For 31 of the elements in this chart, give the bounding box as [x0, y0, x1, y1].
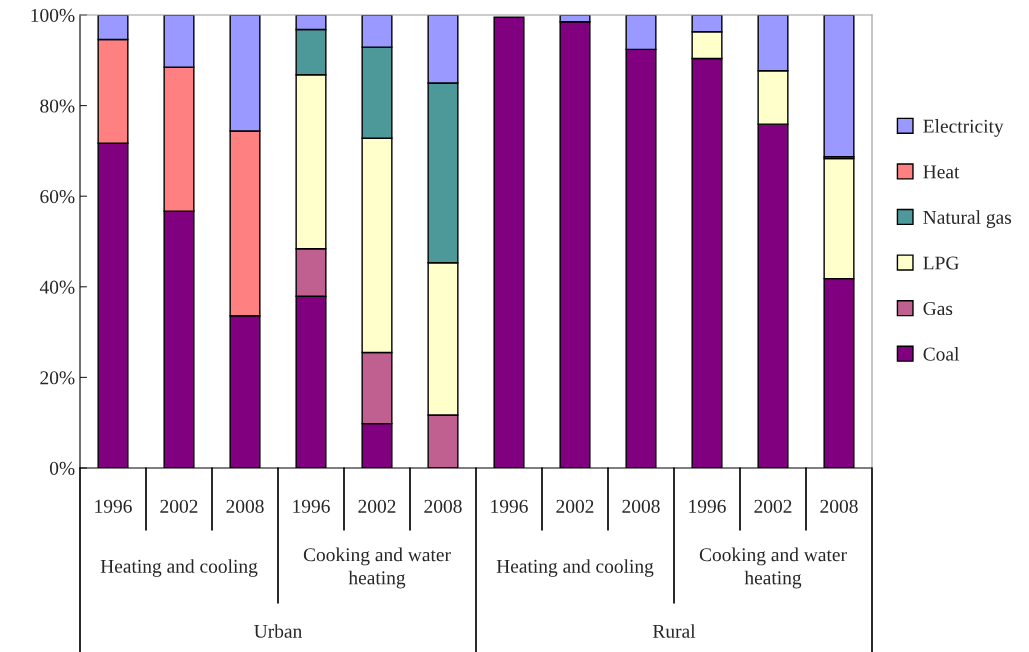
- x-tick-label: 2008: [424, 499, 462, 513]
- text: Heating and cooling: [496, 559, 654, 577]
- legend-label: LPG: [923, 256, 959, 270]
- y-tick-label: 60%: [40, 190, 75, 204]
- x-tick-label: 1996: [95, 499, 132, 513]
- x-tick-label: 2002: [754, 499, 792, 513]
- y-tick-label: 40%: [39, 280, 75, 294]
- legend-label: Coal: [923, 346, 960, 361]
- legend-label: Gas: [923, 302, 953, 316]
- bar: [823, 15, 855, 158]
- x-tick-label: 2002: [358, 499, 396, 513]
- x-tick-label: 2008: [622, 499, 660, 513]
- legend-label: Natural gas: [923, 210, 1012, 228]
- legend-label: Heat: [923, 165, 960, 179]
- x-tick-label: 1996: [689, 499, 726, 513]
- y-tick-label: 100%: [31, 8, 75, 22]
- y-tick-label: 0%: [49, 461, 75, 475]
- x-tick-label: 2008: [226, 499, 264, 513]
- legend-label: Electricity: [923, 119, 1004, 137]
- text: Heating and cooling: [100, 559, 258, 577]
- x-tick-label: 2002: [556, 499, 594, 513]
- x-tick-label: 1996: [491, 499, 528, 513]
- y-tick-label: 20%: [40, 371, 75, 385]
- text: Rural: [652, 624, 696, 638]
- y-tick-label: 80%: [40, 99, 75, 113]
- text: Cooking and water heating: [303, 547, 451, 589]
- x-tick-label: 2008: [820, 499, 858, 513]
- text: Urban: [254, 624, 302, 638]
- x-tick-label: 1996: [293, 499, 330, 513]
- x-tick-label: 2002: [160, 499, 198, 513]
- text: Cooking and water heating: [699, 547, 847, 589]
